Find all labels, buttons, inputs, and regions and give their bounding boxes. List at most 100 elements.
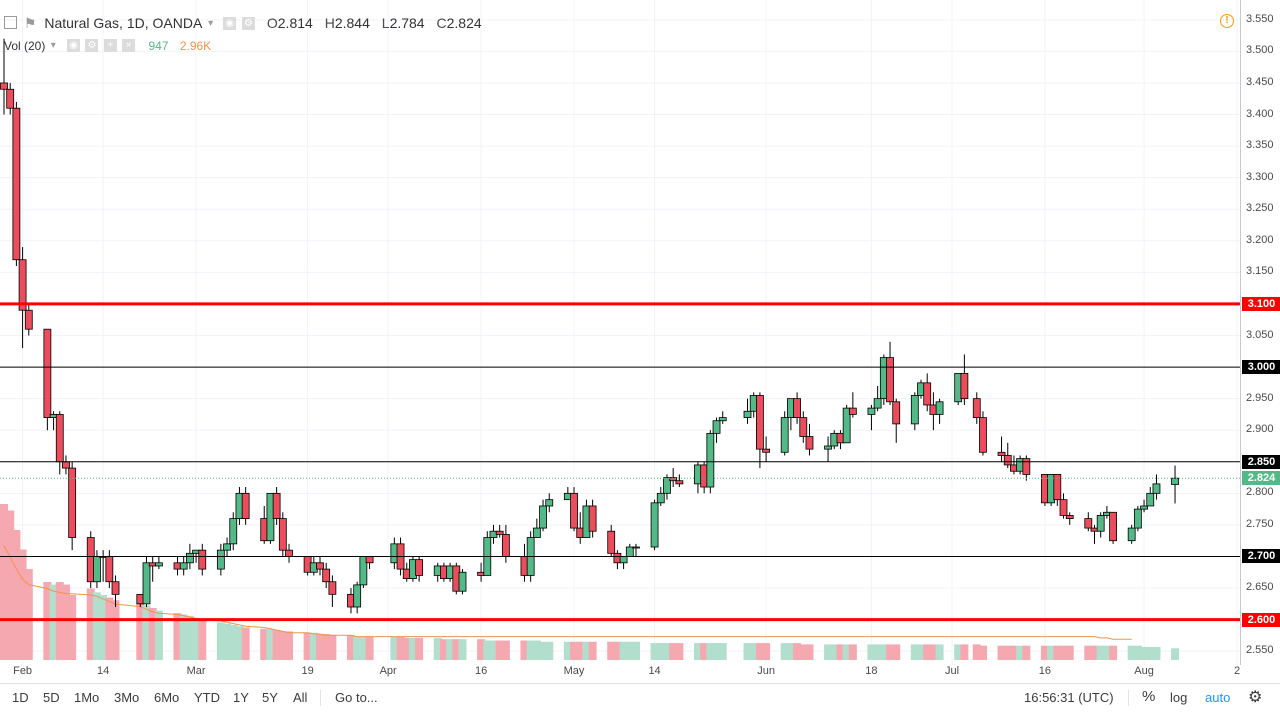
volume-bar	[1090, 645, 1099, 660]
symbol-title[interactable]: Natural Gas, 1D, OANDA	[44, 15, 203, 32]
high-value: 2.844	[334, 15, 370, 32]
goto-button[interactable]: Go to...	[335, 690, 378, 705]
settings-icon[interactable]: ⚙	[241, 16, 255, 30]
volume-bar	[483, 640, 492, 660]
candle-body	[873, 398, 882, 409]
volume-bar	[1140, 647, 1149, 660]
open-value: 2.814	[277, 15, 313, 32]
volume-bar	[390, 636, 399, 660]
close-icon[interactable]: ×	[122, 39, 136, 53]
flag-icon[interactable]: ⚑	[23, 14, 37, 31]
volume-bar	[675, 643, 684, 660]
volume-bar	[805, 644, 814, 660]
volume-bar	[613, 641, 622, 660]
candle-body	[272, 492, 281, 519]
candle-body	[12, 107, 21, 261]
price-axis[interactable]: 3.550 3.500 3.450 3.400 3.350 3.300 3.250 3.200…	[1240, 0, 1280, 665]
gear-icon[interactable]: ⚙	[1248, 689, 1263, 706]
date-tick-label: Feb	[13, 665, 33, 677]
volume-bar	[396, 636, 405, 660]
volume-bar	[136, 602, 145, 660]
candle-body	[650, 502, 659, 548]
last-price-tag: 2.824	[1242, 471, 1280, 486]
volume-bar	[452, 639, 461, 660]
price-tick-label: 2.900	[1246, 423, 1274, 436]
candle-body	[1127, 527, 1136, 542]
candle-body	[6, 88, 15, 109]
volume-bar	[415, 637, 424, 660]
volume-bar	[1152, 647, 1161, 660]
chevron-down-icon[interactable]: ▾	[208, 17, 214, 29]
alert-icon[interactable]: !	[1220, 14, 1234, 28]
volume-title[interactable]: Vol (20)	[4, 38, 46, 53]
percent-toggle[interactable]: %	[1142, 688, 1156, 705]
volume-bar	[879, 644, 888, 660]
volume-bar	[848, 644, 857, 660]
volume-bar	[929, 644, 938, 660]
volume-bar	[656, 643, 665, 660]
price-tick-label: 3.150	[1246, 265, 1274, 278]
volume-bar	[24, 569, 33, 660]
volume-bar	[154, 610, 163, 660]
candle-body	[93, 556, 101, 583]
volume-bar	[1171, 648, 1180, 660]
open-label: O	[266, 15, 278, 32]
add-icon[interactable]: +	[103, 39, 117, 53]
chart-plot-area[interactable]: ⚑ Natural Gas, 1D, OANDA ▾ ◉ ⚙ O2.814 H2…	[0, 0, 1240, 665]
settings-icon[interactable]: ⚙	[85, 39, 99, 53]
timeframe-5y[interactable]: 5Y	[262, 690, 278, 705]
price-tick-label: 2.750	[1246, 517, 1274, 530]
volume-bar	[631, 641, 640, 660]
volume-bar	[910, 644, 919, 660]
volume-bar	[997, 645, 1006, 660]
volume-bar	[526, 640, 535, 660]
candle-body	[18, 259, 27, 311]
log-toggle[interactable]: log	[1170, 690, 1188, 705]
volume-ma-value: 2.96K	[179, 38, 212, 53]
price-tick-label: 2.550	[1246, 644, 1274, 657]
date-tick-label: 18	[865, 665, 878, 677]
candle-body	[960, 372, 969, 400]
timeframe-1y[interactable]: 1Y	[233, 690, 249, 705]
volume-bar	[786, 643, 795, 660]
chevron-down-icon[interactable]: ▾	[50, 40, 56, 52]
timeframe-3mo[interactable]: 3Mo	[114, 690, 140, 705]
candle-body	[353, 584, 362, 608]
volume-bar	[0, 504, 8, 660]
volume-bar	[322, 634, 331, 660]
candle-body	[669, 477, 678, 482]
auto-toggle[interactable]: auto	[1205, 690, 1231, 705]
timeframe-5d[interactable]: 5D	[43, 690, 60, 705]
candle-body	[756, 395, 764, 450]
volume-bar	[1003, 645, 1012, 660]
date-tick-label: Apr	[379, 665, 397, 677]
horizontal-level-tag: 2.850	[1242, 454, 1280, 469]
eye-icon[interactable]: ◉	[223, 16, 237, 30]
date-tick-label: 16	[1038, 665, 1052, 677]
timeframe-all[interactable]: All	[293, 690, 308, 705]
volume-bar	[346, 635, 355, 660]
volume-bar	[824, 644, 833, 660]
candle-body	[1171, 477, 1179, 485]
volume-bar	[1065, 645, 1074, 660]
timeframe-1d[interactable]: 1D	[12, 690, 29, 705]
candle-body	[997, 451, 1006, 456]
timeframe-6mo[interactable]: 6Mo	[154, 690, 180, 705]
candle-body	[62, 461, 70, 469]
high-label: H	[324, 15, 335, 32]
eye-icon[interactable]: ◉	[67, 39, 81, 53]
timeframe-ytd[interactable]: YTD	[194, 690, 220, 705]
candle-body	[55, 414, 64, 463]
candle-body	[923, 382, 932, 406]
date-tick-label: Mar	[186, 665, 206, 677]
timeframe-1mo[interactable]: 1Mo	[74, 690, 100, 705]
price-chart[interactable]	[0, 0, 1240, 665]
date-tick-label: 14	[648, 665, 661, 677]
volume-ma-line	[3, 545, 1132, 640]
candle-body	[1059, 499, 1068, 516]
volume-bar	[873, 644, 882, 660]
collapse-legend-icon[interactable]	[4, 15, 17, 29]
candle-body	[501, 533, 510, 557]
volume-bar	[229, 624, 238, 660]
candle-body	[1003, 455, 1012, 466]
